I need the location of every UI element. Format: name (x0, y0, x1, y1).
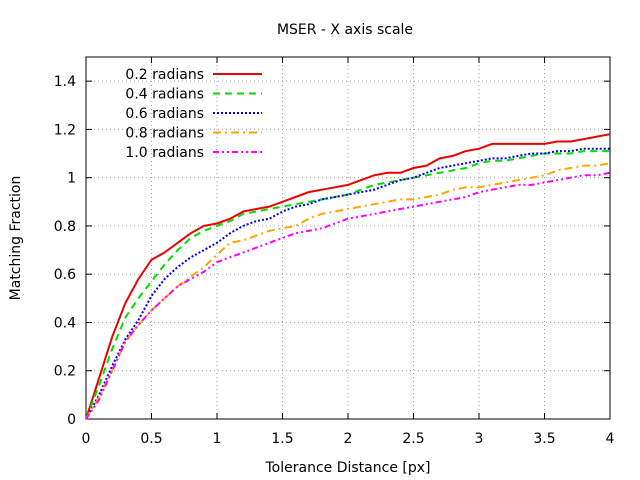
y-tick-label: 0.4 (54, 315, 76, 331)
x-axis-label: Tolerance Distance [px] (265, 460, 431, 476)
series-lines (85, 133, 611, 420)
y-tick-label: 1.4 (54, 74, 76, 90)
x-tick-label: 2 (344, 431, 353, 447)
x-axis-ticks: 0 0.5 1 1.5 2 2.5 3 3.5 4 (82, 57, 615, 447)
series-line-1 (85, 133, 611, 420)
x-tick-label: 3 (475, 431, 484, 447)
x-tick-label: 2.5 (402, 431, 424, 447)
x-tick-label: 1 (213, 431, 222, 447)
x-tick-label: 0.5 (140, 431, 162, 447)
grid (86, 57, 610, 419)
chart-title: MSER - X axis scale (277, 22, 413, 38)
y-tick-label: 0.6 (54, 267, 76, 283)
legend-label: 0.2 radians (125, 67, 204, 83)
x-tick-label: 4 (606, 431, 615, 447)
x-tick-label: 0 (82, 431, 91, 447)
series-line-5 (85, 171, 611, 420)
y-tick-label: 1.2 (54, 122, 76, 138)
y-tick-label: 0.2 (54, 364, 76, 380)
y-tick-label: 1 (67, 171, 76, 187)
series-line-3 (85, 147, 610, 420)
series-line-2 (85, 150, 610, 420)
x-tick-label: 1.5 (271, 431, 293, 447)
y-tick-label: 0 (67, 412, 76, 428)
y-axis-ticks: 0 0.2 0.4 0.6 0.8 1 1.2 1.4 (54, 74, 610, 428)
legend-label: 0.4 radians (125, 87, 204, 103)
x-tick-label: 3.5 (533, 431, 555, 447)
y-tick-label: 0.8 (54, 219, 76, 235)
y-axis-label: Matching Fraction (8, 176, 24, 301)
legend-label: 0.8 radians (125, 126, 204, 142)
legend-label: 0.6 radians (125, 106, 204, 122)
legend-label: 1.0 radians (125, 145, 204, 161)
legend: 0.2 radians 0.4 radians 0.6 radians 0.8 rad… (125, 67, 262, 161)
